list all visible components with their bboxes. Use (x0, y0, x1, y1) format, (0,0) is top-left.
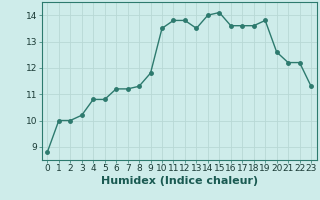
X-axis label: Humidex (Indice chaleur): Humidex (Indice chaleur) (100, 176, 258, 186)
